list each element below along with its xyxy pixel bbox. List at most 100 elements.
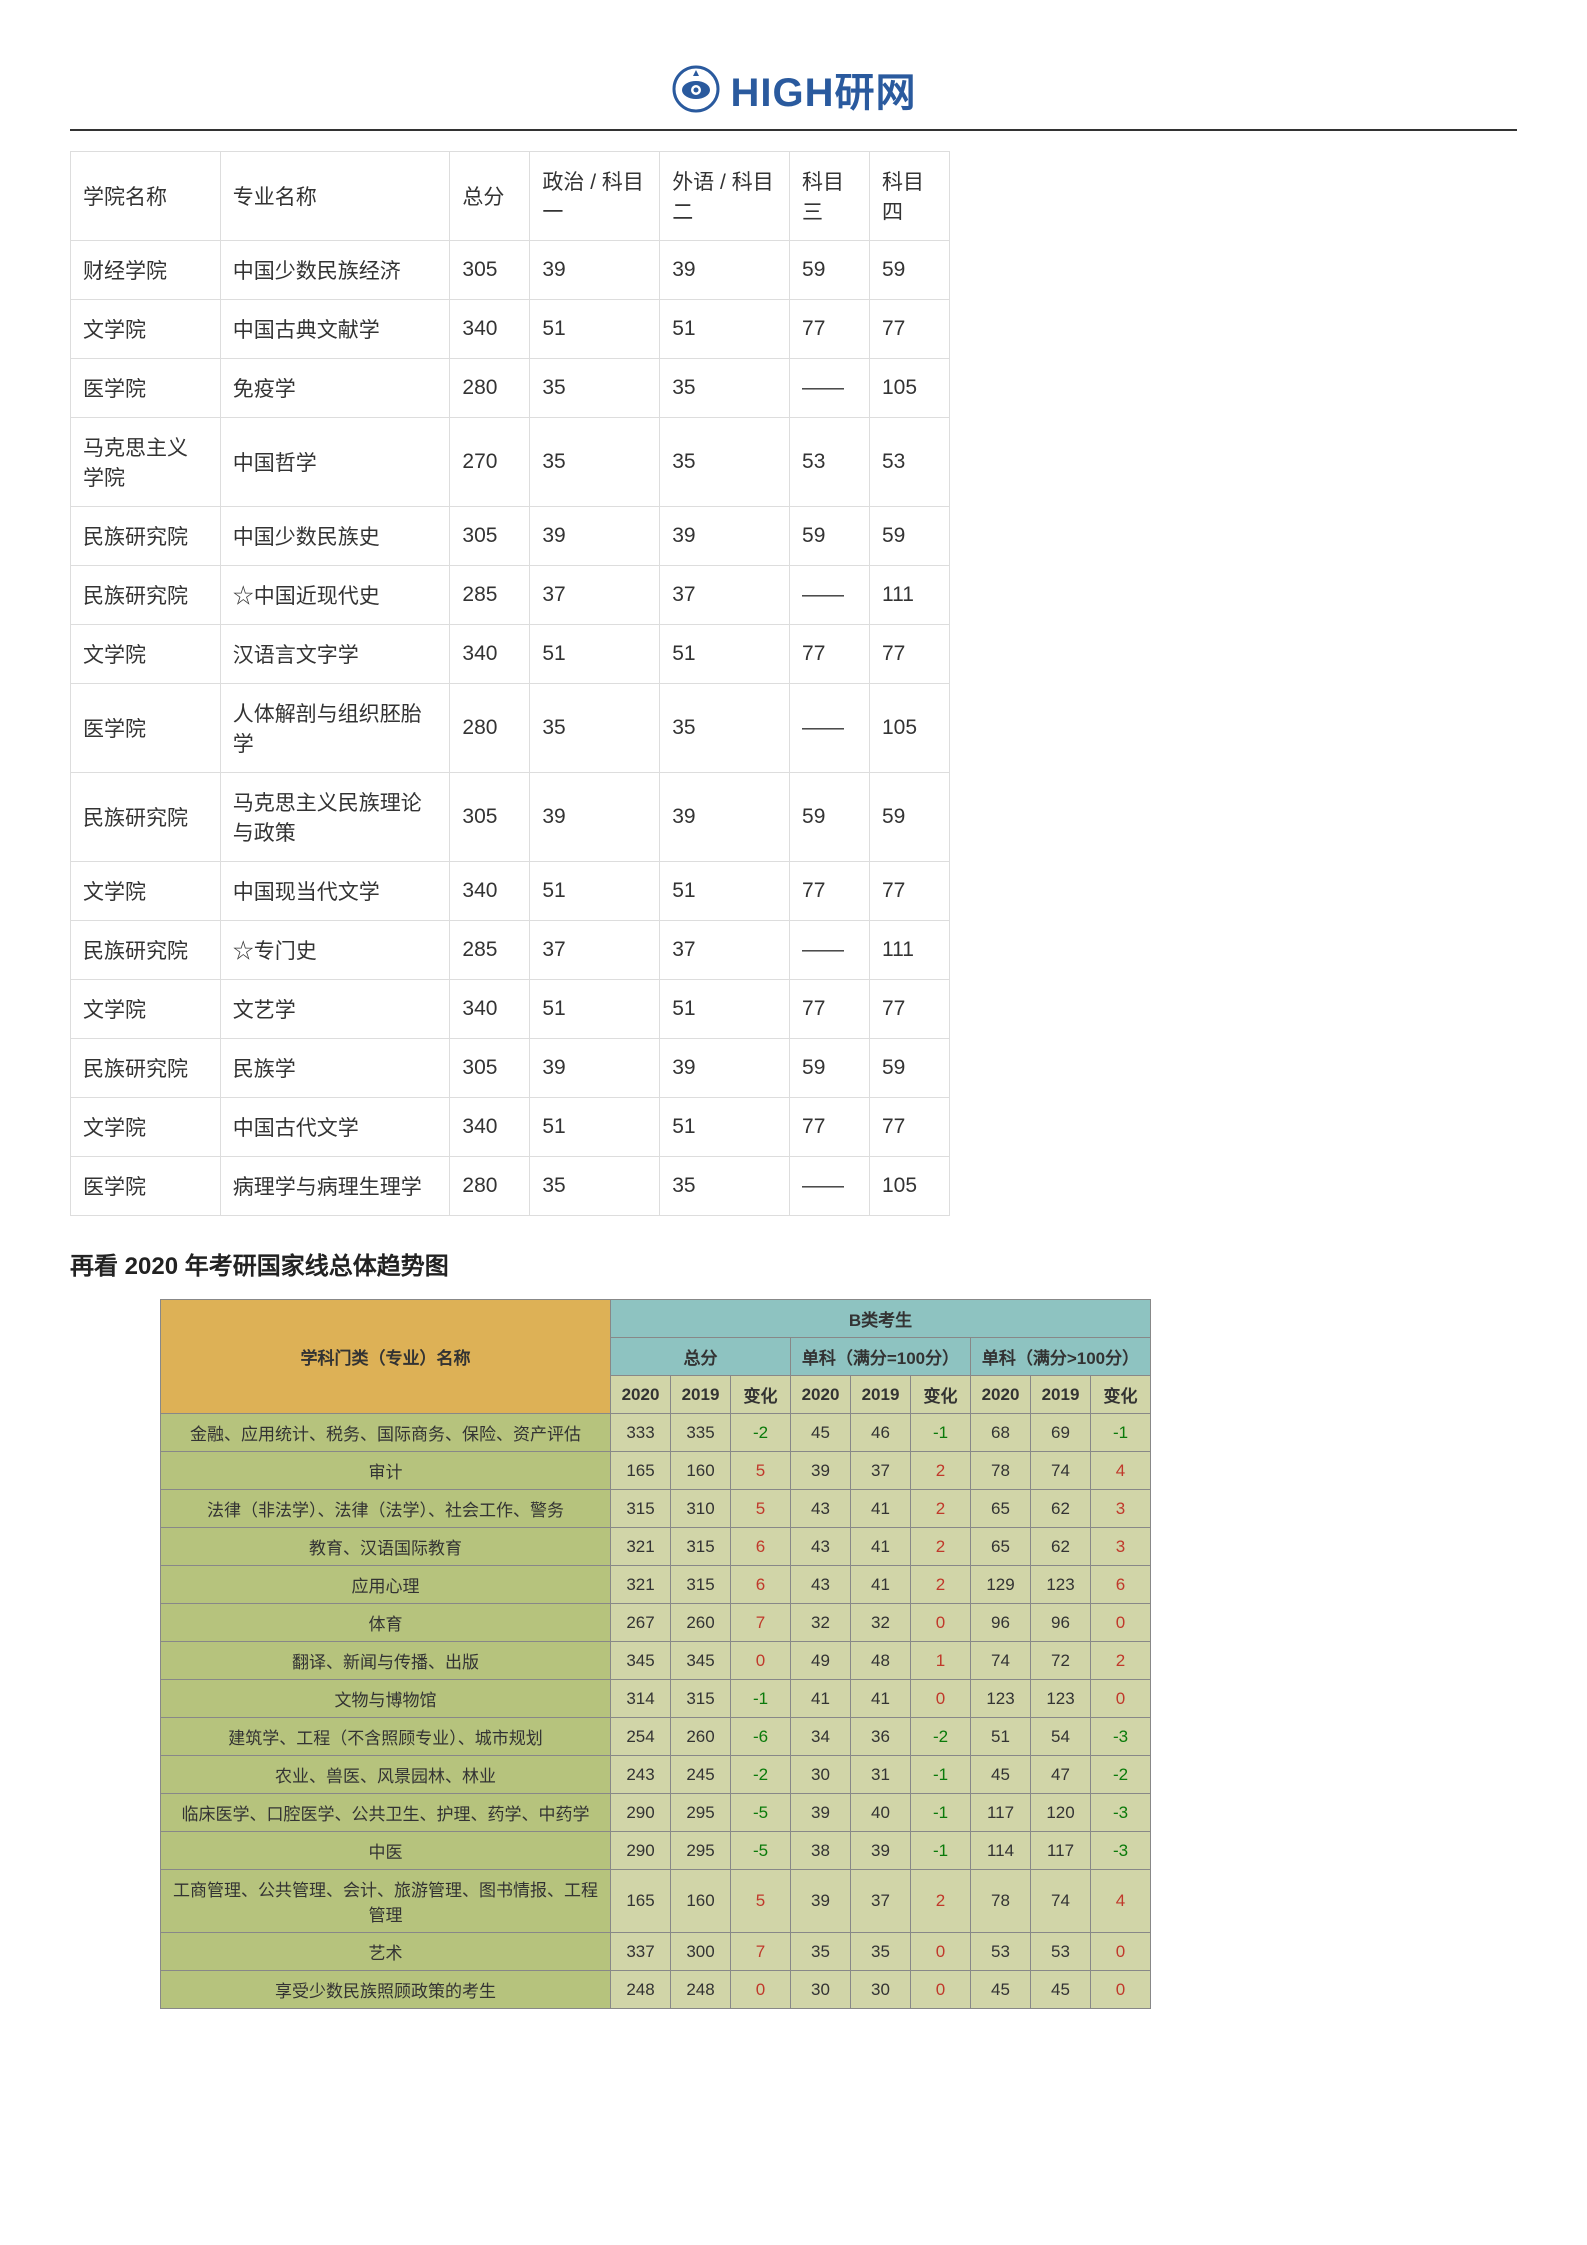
logo: HIGH研网 (671, 60, 917, 118)
table-cell: 民族研究院 (71, 921, 221, 980)
table-cell: 51 (660, 862, 790, 921)
table-cell: ☆专门史 (220, 921, 450, 980)
t2-value-cell: -1 (911, 1794, 971, 1832)
table-cell: 35 (530, 684, 660, 773)
table-cell: 39 (530, 1039, 660, 1098)
table-cell: 39 (530, 241, 660, 300)
table-cell: 59 (869, 773, 949, 862)
t2-value-cell: -1 (911, 1832, 971, 1870)
table-cell: 77 (790, 980, 870, 1039)
table-row: 金融、应用统计、税务、国际商务、保险、资产评估333335-24546-1686… (161, 1414, 1151, 1452)
table-row: 马克思主义学院中国哲学27035355353 (71, 418, 950, 507)
t2-value-cell: -2 (1091, 1756, 1151, 1794)
t2-value-cell: 345 (611, 1642, 671, 1680)
table-cell: 文艺学 (220, 980, 450, 1039)
t2-value-cell: 31 (851, 1756, 911, 1794)
logo-icon (671, 64, 721, 114)
table-cell: —— (790, 921, 870, 980)
table-cell: 77 (790, 862, 870, 921)
t2-value-cell: 2 (911, 1870, 971, 1933)
t2-value-cell: 260 (671, 1604, 731, 1642)
t2-value-cell: 30 (851, 1971, 911, 2009)
table-cell: 77 (869, 625, 949, 684)
table-cell: 280 (450, 359, 530, 418)
table-cell: 111 (869, 921, 949, 980)
t2-value-cell: 0 (731, 1642, 791, 1680)
logo-text: HIGH研网 (731, 60, 917, 118)
table-cell: 51 (530, 625, 660, 684)
t2-value-cell: 315 (671, 1680, 731, 1718)
t2-value-cell: 51 (971, 1718, 1031, 1756)
t2-value-cell: 40 (851, 1794, 911, 1832)
t2-value-cell: 43 (791, 1528, 851, 1566)
table-cell: 59 (869, 1039, 949, 1098)
table-cell: 59 (869, 241, 949, 300)
t2-value-cell: 41 (851, 1490, 911, 1528)
t2-value-cell: 5 (731, 1870, 791, 1933)
table-cell: 医学院 (71, 684, 221, 773)
table-row: 文学院中国现当代文学34051517777 (71, 862, 950, 921)
t2-category-cell: 艺术 (161, 1933, 611, 1971)
table-row: 民族研究院民族学30539395959 (71, 1039, 950, 1098)
table-cell: ☆中国近现代史 (220, 566, 450, 625)
table-cell: 340 (450, 1098, 530, 1157)
t2-value-cell: 68 (971, 1414, 1031, 1452)
table-row: 体育26726073232096960 (161, 1604, 1151, 1642)
t2-value-cell: 4 (1091, 1452, 1151, 1490)
t1-col-header: 外语 / 科目二 (660, 152, 790, 241)
admission-scores-table: 学院名称专业名称总分政治 / 科目一外语 / 科目二科目三科目四 财经学院中国少… (70, 151, 950, 1216)
table-cell: 285 (450, 921, 530, 980)
t2-value-cell: 0 (731, 1971, 791, 2009)
t2-value-cell: 165 (611, 1452, 671, 1490)
t2-category-cell: 享受少数民族照顾政策的考生 (161, 1971, 611, 2009)
t2-value-cell: 300 (671, 1933, 731, 1971)
table-cell: 35 (660, 359, 790, 418)
t2-value-cell: 74 (1031, 1452, 1091, 1490)
t1-col-header: 政治 / 科目一 (530, 152, 660, 241)
table-cell: 中国现当代文学 (220, 862, 450, 921)
t2-year-header: 变化 (1091, 1376, 1151, 1414)
table-cell: 文学院 (71, 1098, 221, 1157)
t2-value-cell: 39 (791, 1452, 851, 1490)
t2-value-cell: 78 (971, 1870, 1031, 1933)
table-row: 教育、汉语国际教育32131564341265623 (161, 1528, 1151, 1566)
t2-value-cell: 39 (791, 1870, 851, 1933)
table-cell: 51 (530, 1098, 660, 1157)
t2-year-header: 2020 (611, 1376, 671, 1414)
t2-category-cell: 教育、汉语国际教育 (161, 1528, 611, 1566)
t2-value-cell: 160 (671, 1870, 731, 1933)
t2-value-cell: 314 (611, 1680, 671, 1718)
t2-value-cell: 315 (671, 1566, 731, 1604)
t2-header-category: 学科门类（专业）名称 (161, 1300, 611, 1414)
t2-value-cell: 333 (611, 1414, 671, 1452)
table-cell: —— (790, 566, 870, 625)
table-cell: 39 (530, 507, 660, 566)
t2-value-cell: 65 (971, 1528, 1031, 1566)
t2-value-cell: 53 (971, 1933, 1031, 1971)
table-cell: 病理学与病理生理学 (220, 1157, 450, 1216)
table-row: 艺术33730073535053530 (161, 1933, 1151, 1971)
t2-value-cell: 32 (791, 1604, 851, 1642)
table-cell: 39 (530, 773, 660, 862)
t2-group-header: 单科（满分=100分） (791, 1338, 971, 1376)
t2-value-cell: 39 (851, 1832, 911, 1870)
t2-value-cell: -3 (1091, 1832, 1151, 1870)
t2-category-cell: 审计 (161, 1452, 611, 1490)
t2-value-cell: -5 (731, 1832, 791, 1870)
t2-value-cell: 120 (1031, 1794, 1091, 1832)
t2-value-cell: 74 (1031, 1870, 1091, 1933)
table-cell: 39 (660, 773, 790, 862)
table-cell: 77 (869, 1098, 949, 1157)
t2-value-cell: 41 (851, 1566, 911, 1604)
table-cell: 人体解剖与组织胚胎学 (220, 684, 450, 773)
table-cell: 51 (530, 300, 660, 359)
t2-value-cell: 129 (971, 1566, 1031, 1604)
t2-category-cell: 文物与博物馆 (161, 1680, 611, 1718)
table-row: 财经学院中国少数民族经济30539395959 (71, 241, 950, 300)
t2-value-cell: 78 (971, 1452, 1031, 1490)
table-row: 医学院免疫学2803535——105 (71, 359, 950, 418)
t2-value-cell: 165 (611, 1870, 671, 1933)
t2-value-cell: 96 (971, 1604, 1031, 1642)
table-cell: 37 (660, 921, 790, 980)
t2-value-cell: 114 (971, 1832, 1031, 1870)
